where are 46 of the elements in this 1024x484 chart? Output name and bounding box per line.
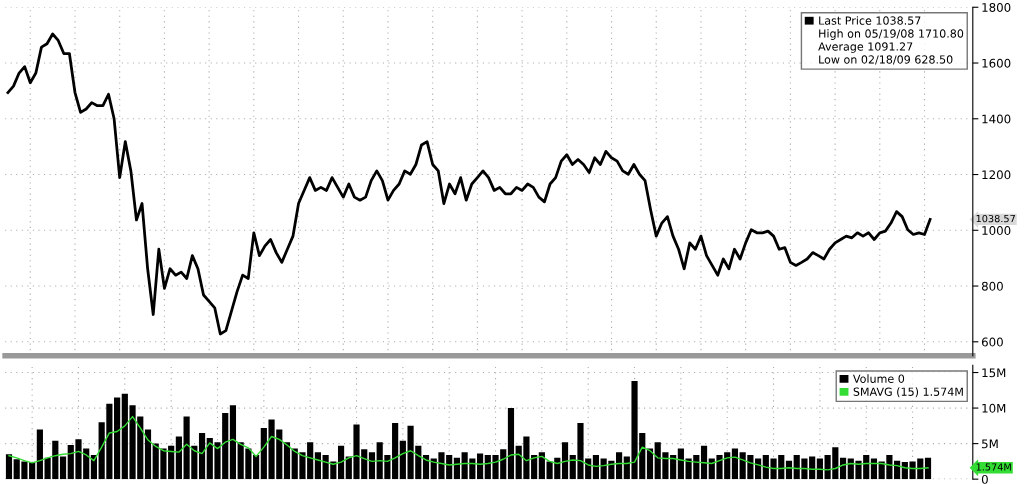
legend-label: Last Price 1038.57 — [819, 16, 921, 25]
bar — [314, 452, 321, 480]
bar — [229, 405, 237, 480]
bar — [175, 436, 182, 480]
bar — [59, 456, 67, 480]
y-tick-label: 1800 — [982, 2, 1011, 12]
bar — [646, 448, 654, 480]
y-tick-label: 1400 — [982, 114, 1011, 124]
bar — [368, 452, 376, 480]
bar — [731, 448, 739, 480]
y-tick-label: 5M — [982, 439, 998, 449]
y-tick-label: 800 — [981, 281, 1003, 291]
bar — [198, 432, 206, 480]
legend-label: Volume 0 — [852, 374, 905, 383]
bar — [616, 452, 623, 480]
y-tick-label: 600 — [981, 337, 1003, 347]
annotation: Low on 02/18/09 628.50 — [819, 55, 953, 65]
bar — [114, 397, 121, 480]
bar — [507, 408, 515, 480]
annotation: Average 1091.27 — [818, 42, 913, 53]
line-series — [8, 415, 929, 471]
bar — [253, 454, 260, 480]
y-tick-label: 1200 — [982, 170, 1011, 180]
y-tick-label: 15M — [982, 368, 1006, 378]
bar — [816, 458, 823, 480]
bar — [677, 448, 684, 480]
y-tick-label: 1600 — [982, 58, 1011, 68]
bar — [144, 429, 152, 480]
bar — [700, 445, 708, 480]
y-tick-label: 0 — [981, 474, 988, 484]
bar — [36, 429, 43, 480]
text: 1038.57 — [976, 214, 1015, 223]
bar — [5, 454, 13, 480]
legend-label: SMAVG (15) 1.574M — [853, 387, 963, 398]
y-tick-label: 10M — [982, 403, 1006, 413]
bar — [283, 442, 291, 480]
bar — [337, 445, 345, 480]
bar — [422, 454, 430, 480]
bar — [592, 454, 600, 480]
bar — [924, 457, 932, 480]
bar — [392, 423, 399, 480]
bar — [870, 458, 878, 480]
y-tick-label: 1000 — [982, 226, 1011, 235]
annotation: High on 05/19/08 1710.80 — [819, 29, 964, 40]
text: 1.574M — [976, 463, 1011, 471]
bar — [561, 442, 569, 480]
